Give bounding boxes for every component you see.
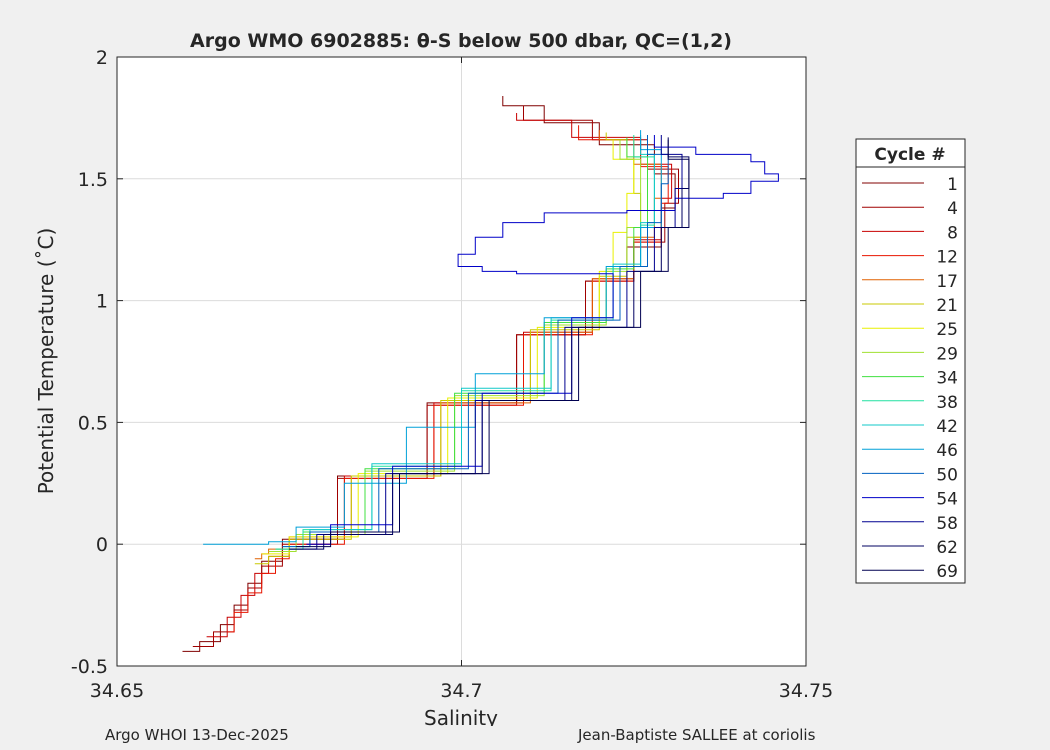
y-tick-label: 0 xyxy=(96,534,108,556)
x-tick-label: 34.65 xyxy=(90,680,144,702)
footer-left: Argo WHOI 13-Dec-2025 xyxy=(105,726,289,744)
theta-s-chart: 34.65 34.7 34.75 -0.5 0 0.5 1 1.5 2 Argo WMO 690… xyxy=(34,30,966,726)
legend-box xyxy=(855,138,966,584)
y-tick-label: 2 xyxy=(96,47,108,69)
legend-label-cycle-69: 69 xyxy=(936,562,958,582)
legend-label-cycle-46: 46 xyxy=(936,441,958,461)
y-tick-label: 1 xyxy=(96,291,108,313)
series-line-cycle-69 xyxy=(296,139,690,548)
y-tick-label: 0.5 xyxy=(78,412,108,434)
x-axis-label: Salinity xyxy=(424,706,498,726)
legend-title: Cycle # xyxy=(874,145,945,165)
legend-label-cycle-25: 25 xyxy=(936,320,958,340)
x-tick-label: 34.7 xyxy=(440,680,482,702)
legend-label-cycle-17: 17 xyxy=(936,272,958,292)
y-tick-label: -0.5 xyxy=(71,656,108,678)
legend-label-cycle-62: 62 xyxy=(936,538,958,558)
legend-label-cycle-1: 1 xyxy=(947,175,958,195)
legend-label-cycle-58: 58 xyxy=(936,514,958,534)
axis-ticks: 34.65 34.7 34.75 -0.5 0 0.5 1 1.5 2 xyxy=(71,47,833,702)
legend-items: 1 4 8 12 17 21 25 29 34 38 42 46 50 54 58 62 69 xyxy=(862,175,958,582)
legend-label-cycle-12: 12 xyxy=(936,248,958,268)
y-tick-label: 1.5 xyxy=(78,169,108,191)
x-tick-label: 34.75 xyxy=(779,680,833,702)
legend-label-cycle-4: 4 xyxy=(947,199,958,219)
legend-label-cycle-54: 54 xyxy=(936,490,958,510)
y-axis-label: Potential Temperature (˚C) xyxy=(34,228,58,495)
legend-label-cycle-38: 38 xyxy=(936,393,958,413)
legend-label-cycle-21: 21 xyxy=(936,296,958,316)
legend-label-cycle-29: 29 xyxy=(936,344,958,364)
legend-label-cycle-50: 50 xyxy=(936,465,958,485)
legend: Cycle # 1 4 8 12 17 21 25 29 34 38 42 46 50 54 58 62 69 xyxy=(855,138,966,584)
series-line-cycle-54 xyxy=(306,135,779,545)
series-line-cycle-12 xyxy=(227,125,669,633)
chart-title: Argo WMO 6902885: θ-S below 500 dbar, QC… xyxy=(190,30,732,52)
series-layer xyxy=(182,96,779,652)
legend-label-cycle-42: 42 xyxy=(936,417,958,437)
footer-right: Jean-Baptiste SALLEE at coriolis xyxy=(578,726,816,744)
legend-label-cycle-34: 34 xyxy=(936,369,958,389)
legend-label-cycle-8: 8 xyxy=(947,223,958,243)
